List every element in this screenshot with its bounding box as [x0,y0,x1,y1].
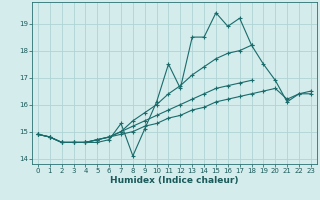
X-axis label: Humidex (Indice chaleur): Humidex (Indice chaleur) [110,176,239,185]
